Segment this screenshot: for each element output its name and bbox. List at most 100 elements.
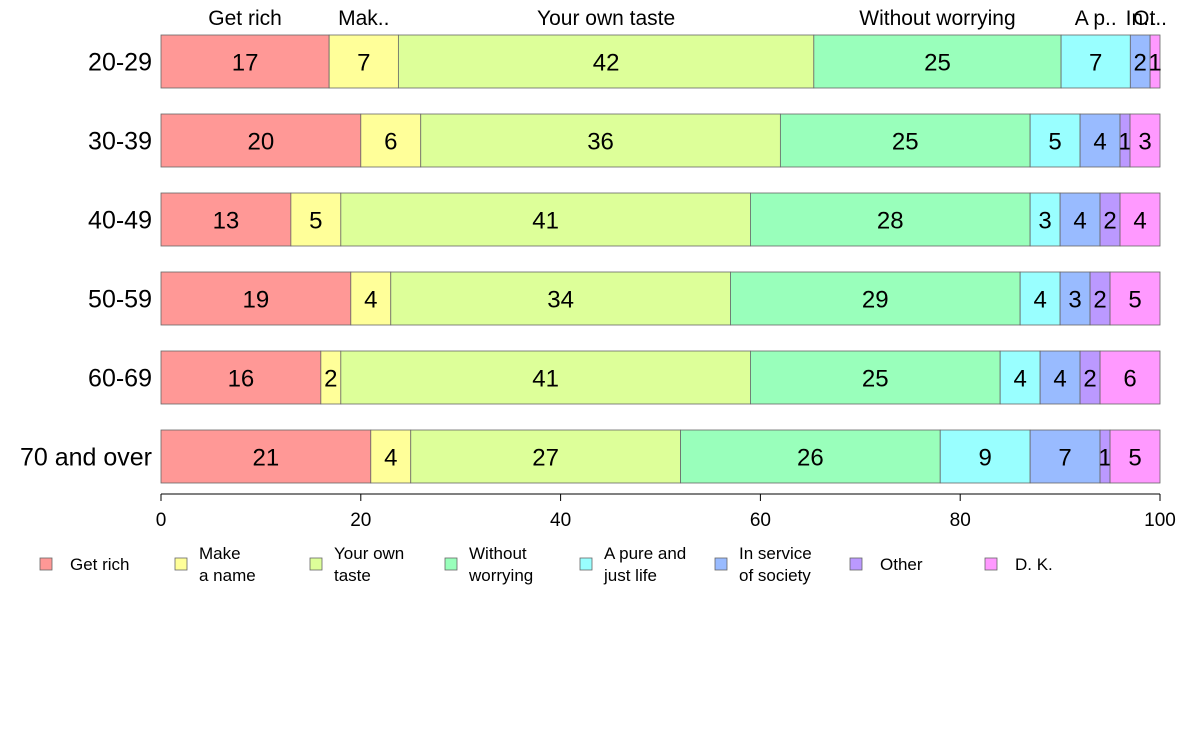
bar-segment <box>939 429 1031 484</box>
bar-segment <box>160 113 362 168</box>
legend-label: Without <box>469 544 527 563</box>
legend-swatch <box>984 557 998 571</box>
series-top-label: Your own taste <box>537 7 675 30</box>
data-label: 42 <box>593 50 620 77</box>
bar-segment <box>1019 271 1061 326</box>
bar-segment <box>1079 113 1121 168</box>
data-label: 19 <box>243 287 270 314</box>
data-label: 3 <box>1068 287 1081 314</box>
bar-segment <box>160 271 352 326</box>
data-label: 6 <box>1123 366 1136 393</box>
series-top-label: A p.. <box>1075 7 1117 30</box>
legend-swatch <box>714 557 728 571</box>
data-label: 41 <box>532 366 559 393</box>
data-label: 4 <box>1053 366 1066 393</box>
data-label: 34 <box>547 287 574 314</box>
bar-segment <box>340 192 751 247</box>
data-label: 28 <box>877 208 904 235</box>
data-label: 25 <box>924 50 951 77</box>
legend-label: a name <box>199 566 256 585</box>
data-label: 2 <box>1103 208 1116 235</box>
bar-segment <box>1029 192 1061 247</box>
bar-segment <box>1099 350 1161 405</box>
data-label: 25 <box>892 129 919 156</box>
bar-segment <box>1149 34 1161 89</box>
x-axis: 0 20 40 60 80 100 <box>156 493 1176 531</box>
bar-segment <box>1029 113 1081 168</box>
data-label: 4 <box>1133 208 1146 235</box>
legend-label: taste <box>334 566 371 585</box>
bar-segment <box>160 429 372 484</box>
series-top-label: In.. <box>1126 7 1155 30</box>
data-label: 3 <box>1038 208 1051 235</box>
data-label: 17 <box>232 50 259 77</box>
series-top-label: Mak.. <box>338 7 389 30</box>
series-top-label: Get rich <box>208 7 282 30</box>
bar-segment <box>1129 113 1161 168</box>
data-label: 4 <box>1033 287 1046 314</box>
legend-swatch <box>849 557 863 571</box>
data-label: 7 <box>1058 445 1071 472</box>
y-tick-label: 30-39 <box>88 128 152 156</box>
data-label: 5 <box>1128 445 1141 472</box>
data-label: 29 <box>862 287 889 314</box>
bar-segment <box>1109 271 1161 326</box>
legend-label: Make <box>199 544 241 563</box>
data-label: 36 <box>587 129 614 156</box>
data-label: 2 <box>1083 366 1096 393</box>
data-label: 1 <box>1148 50 1161 77</box>
x-tick-label: 80 <box>950 510 971 531</box>
data-label: 4 <box>1093 129 1106 156</box>
data-label: 2 <box>1093 287 1106 314</box>
bar-segment <box>160 350 322 405</box>
legend-label: In service <box>739 544 812 563</box>
y-tick-label: 60-69 <box>88 365 152 393</box>
data-label: 4 <box>384 445 397 472</box>
data-label: 16 <box>228 366 255 393</box>
legend-swatch <box>579 557 593 571</box>
data-label: 5 <box>1048 129 1061 156</box>
bar-segment <box>1060 34 1131 89</box>
data-label: 1 <box>1098 445 1111 472</box>
bar-segment <box>680 429 941 484</box>
x-tick-label: 0 <box>156 510 167 531</box>
legend-label: just life <box>603 566 657 585</box>
x-tick-label: 20 <box>350 510 371 531</box>
bar-segment <box>420 113 781 168</box>
bar-segment <box>1109 429 1161 484</box>
bar-segment <box>370 429 412 484</box>
data-label: 26 <box>797 445 824 472</box>
data-label: 1 <box>1118 129 1131 156</box>
bar-segment <box>290 192 342 247</box>
legend-label: Your own <box>334 544 404 563</box>
bar-segment <box>813 34 1062 89</box>
bar-segment <box>730 271 1021 326</box>
bar-segment <box>328 34 399 89</box>
legend-label: Other <box>880 555 923 574</box>
data-label: 13 <box>213 208 240 235</box>
legend-swatch <box>309 557 323 571</box>
data-label: 3 <box>1138 129 1151 156</box>
bar-segment <box>779 113 1031 168</box>
bar-segment <box>410 429 681 484</box>
data-label: 5 <box>1128 287 1141 314</box>
data-label: 41 <box>532 208 559 235</box>
legend-label: D. K. <box>1015 555 1053 574</box>
bar-segment <box>390 271 731 326</box>
series-top-label: Ot.. <box>1133 7 1167 30</box>
data-label: 7 <box>1089 50 1102 77</box>
legend-swatch <box>444 557 458 571</box>
legend-swatch <box>174 557 188 571</box>
data-label: 6 <box>384 129 397 156</box>
data-label: 9 <box>978 445 991 472</box>
x-tick-label: 40 <box>550 510 571 531</box>
data-label: 25 <box>862 366 889 393</box>
legend-label: Get rich <box>70 555 130 574</box>
bar-segment <box>1039 350 1081 405</box>
top-series-labels: Get rich Mak.. Your own taste Without worry… <box>208 7 1167 30</box>
bar-segment <box>1059 271 1091 326</box>
y-tick-label: 40-49 <box>88 207 152 235</box>
bar-segment <box>1119 192 1161 247</box>
bars: 17 7 42 25 7 2 120 6 36 25 5 4 1 313 5 41 28 3 4 2 419 4 34 29 4… <box>160 34 1162 484</box>
